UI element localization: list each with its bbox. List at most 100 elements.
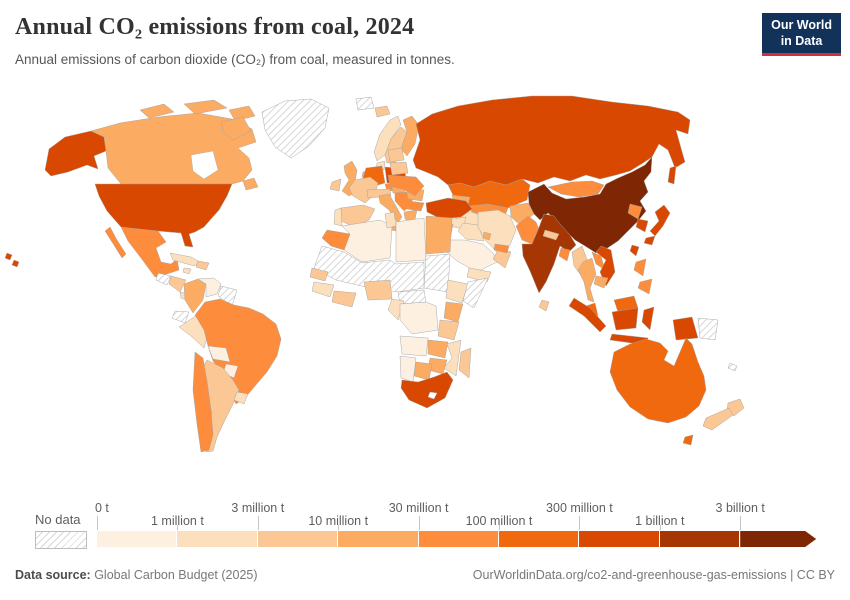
country-mozambique[interactable] xyxy=(443,339,462,377)
country-united-states-alaska[interactable] xyxy=(44,130,107,177)
owid-logo[interactable]: Our World in Data xyxy=(762,13,841,57)
country-russia-sakhalin[interactable] xyxy=(667,165,677,185)
country-bulgaria[interactable] xyxy=(406,200,425,212)
country-indonesia-papua[interactable] xyxy=(672,316,699,341)
legend-segment[interactable] xyxy=(97,531,178,547)
country-canada-arctic-3[interactable] xyxy=(228,105,256,122)
country-jamaica[interactable] xyxy=(182,267,192,275)
legend-segment[interactable] xyxy=(257,531,339,547)
country-australia[interactable] xyxy=(609,337,707,424)
country-united-states-hawaii-2[interactable] xyxy=(11,259,20,268)
legend-tick xyxy=(338,525,340,530)
country-south-korea[interactable] xyxy=(635,218,649,233)
country-ireland[interactable] xyxy=(329,178,342,192)
country-madagascar[interactable] xyxy=(458,347,472,379)
country-chile[interactable] xyxy=(192,351,214,453)
country-botswana[interactable] xyxy=(413,361,433,381)
country-philippines-luzon[interactable] xyxy=(633,258,647,277)
country-hispaniola[interactable] xyxy=(195,260,210,271)
country-morocco[interactable] xyxy=(321,229,351,251)
country-egypt[interactable] xyxy=(425,215,453,255)
country-ecuador[interactable] xyxy=(171,310,190,324)
country-honduras-nicaragua[interactable] xyxy=(168,275,187,293)
no-data-swatch[interactable] xyxy=(35,531,87,549)
country-united-states-hawaii-1[interactable] xyxy=(4,252,13,261)
country-portugal[interactable] xyxy=(333,207,343,227)
country-zambia[interactable] xyxy=(427,339,449,359)
legend-tick-label: 0 t xyxy=(95,501,109,515)
legend-segment[interactable] xyxy=(418,531,499,547)
legend-tick xyxy=(177,525,179,530)
country-canada-arctic-2[interactable] xyxy=(183,99,228,115)
country-drc[interactable] xyxy=(399,301,439,335)
country-bangladesh[interactable] xyxy=(558,247,571,262)
country-indonesia-sulawesi[interactable] xyxy=(641,306,655,331)
country-norway[interactable] xyxy=(373,115,402,162)
country-baltics[interactable] xyxy=(387,147,405,163)
country-tanzania[interactable] xyxy=(437,319,460,341)
country-ivory-ghana[interactable] xyxy=(331,290,357,308)
country-kuwait[interactable] xyxy=(482,231,492,241)
country-venezuela[interactable] xyxy=(197,277,222,298)
country-philippines-mindanao[interactable] xyxy=(637,278,653,295)
country-india[interactable] xyxy=(521,213,577,294)
country-sahel[interactable] xyxy=(313,245,425,293)
country-ethiopia[interactable] xyxy=(445,279,469,304)
country-canada-baffin[interactable] xyxy=(220,116,252,141)
country-uae[interactable] xyxy=(493,243,510,254)
country-italy[interactable] xyxy=(378,193,403,224)
country-sri-lanka[interactable] xyxy=(538,299,550,312)
country-united-states[interactable] xyxy=(94,183,233,248)
country-somalia[interactable] xyxy=(462,277,489,309)
country-senegal[interactable] xyxy=(309,267,329,282)
country-canada-newfoundland[interactable] xyxy=(242,177,259,191)
legend-segment[interactable] xyxy=(338,531,419,547)
country-guatemala[interactable] xyxy=(155,272,172,286)
country-angola[interactable] xyxy=(399,335,429,357)
country-mexico-baja[interactable] xyxy=(104,226,127,259)
country-finland[interactable] xyxy=(400,115,420,157)
country-mexico[interactable] xyxy=(120,226,180,278)
country-belarus[interactable] xyxy=(389,161,409,176)
chart-subtitle: Annual emissions of carbon dioxide (CO₂)… xyxy=(15,52,455,67)
country-cambodia[interactable] xyxy=(593,275,609,289)
country-namibia[interactable] xyxy=(399,355,417,383)
country-australia-tasmania[interactable] xyxy=(682,434,694,446)
country-japan[interactable] xyxy=(649,204,671,237)
country-svalbard[interactable] xyxy=(355,96,375,111)
country-iceland[interactable] xyxy=(374,105,391,118)
country-south-africa[interactable] xyxy=(400,371,454,409)
legend-tick xyxy=(97,516,98,530)
hudson-bay xyxy=(190,150,219,180)
legend-segment[interactable] xyxy=(740,531,816,547)
country-new-zealand-south[interactable] xyxy=(702,407,734,431)
country-indonesia-kalimantan[interactable] xyxy=(611,307,639,331)
country-japan-south[interactable] xyxy=(643,235,656,246)
country-kenya[interactable] xyxy=(443,301,464,323)
country-canada-arctic-1[interactable] xyxy=(139,103,175,119)
attribution-link[interactable]: OurWorldinData.org/co2-and-greenhouse-ga… xyxy=(472,568,835,582)
legend-segment[interactable] xyxy=(659,531,741,547)
country-ukraine[interactable] xyxy=(387,174,425,197)
legend-segment[interactable] xyxy=(499,531,580,547)
country-nigeria[interactable] xyxy=(363,279,393,301)
country-guinea-region[interactable] xyxy=(311,281,335,298)
country-indonesia-sumatra[interactable] xyxy=(568,297,607,333)
country-new-caledonia[interactable] xyxy=(727,362,738,372)
country-greenland[interactable] xyxy=(261,98,330,159)
country-taiwan[interactable] xyxy=(629,244,640,257)
legend-segment[interactable] xyxy=(579,531,660,547)
country-tunisia[interactable] xyxy=(384,211,397,229)
country-nepal[interactable] xyxy=(542,229,560,241)
country-iran[interactable] xyxy=(477,209,517,253)
country-uruguay[interactable] xyxy=(233,391,249,405)
country-bolivia[interactable] xyxy=(207,345,231,363)
country-mongolia[interactable] xyxy=(547,180,605,198)
country-thailand[interactable] xyxy=(577,257,597,303)
country-libya[interactable] xyxy=(395,217,427,263)
country-sudan[interactable] xyxy=(423,253,451,293)
country-turkey[interactable] xyxy=(425,197,473,220)
country-iraq[interactable] xyxy=(457,222,485,242)
country-papua-new-guinea[interactable] xyxy=(697,317,719,341)
legend-segment[interactable] xyxy=(177,531,258,547)
